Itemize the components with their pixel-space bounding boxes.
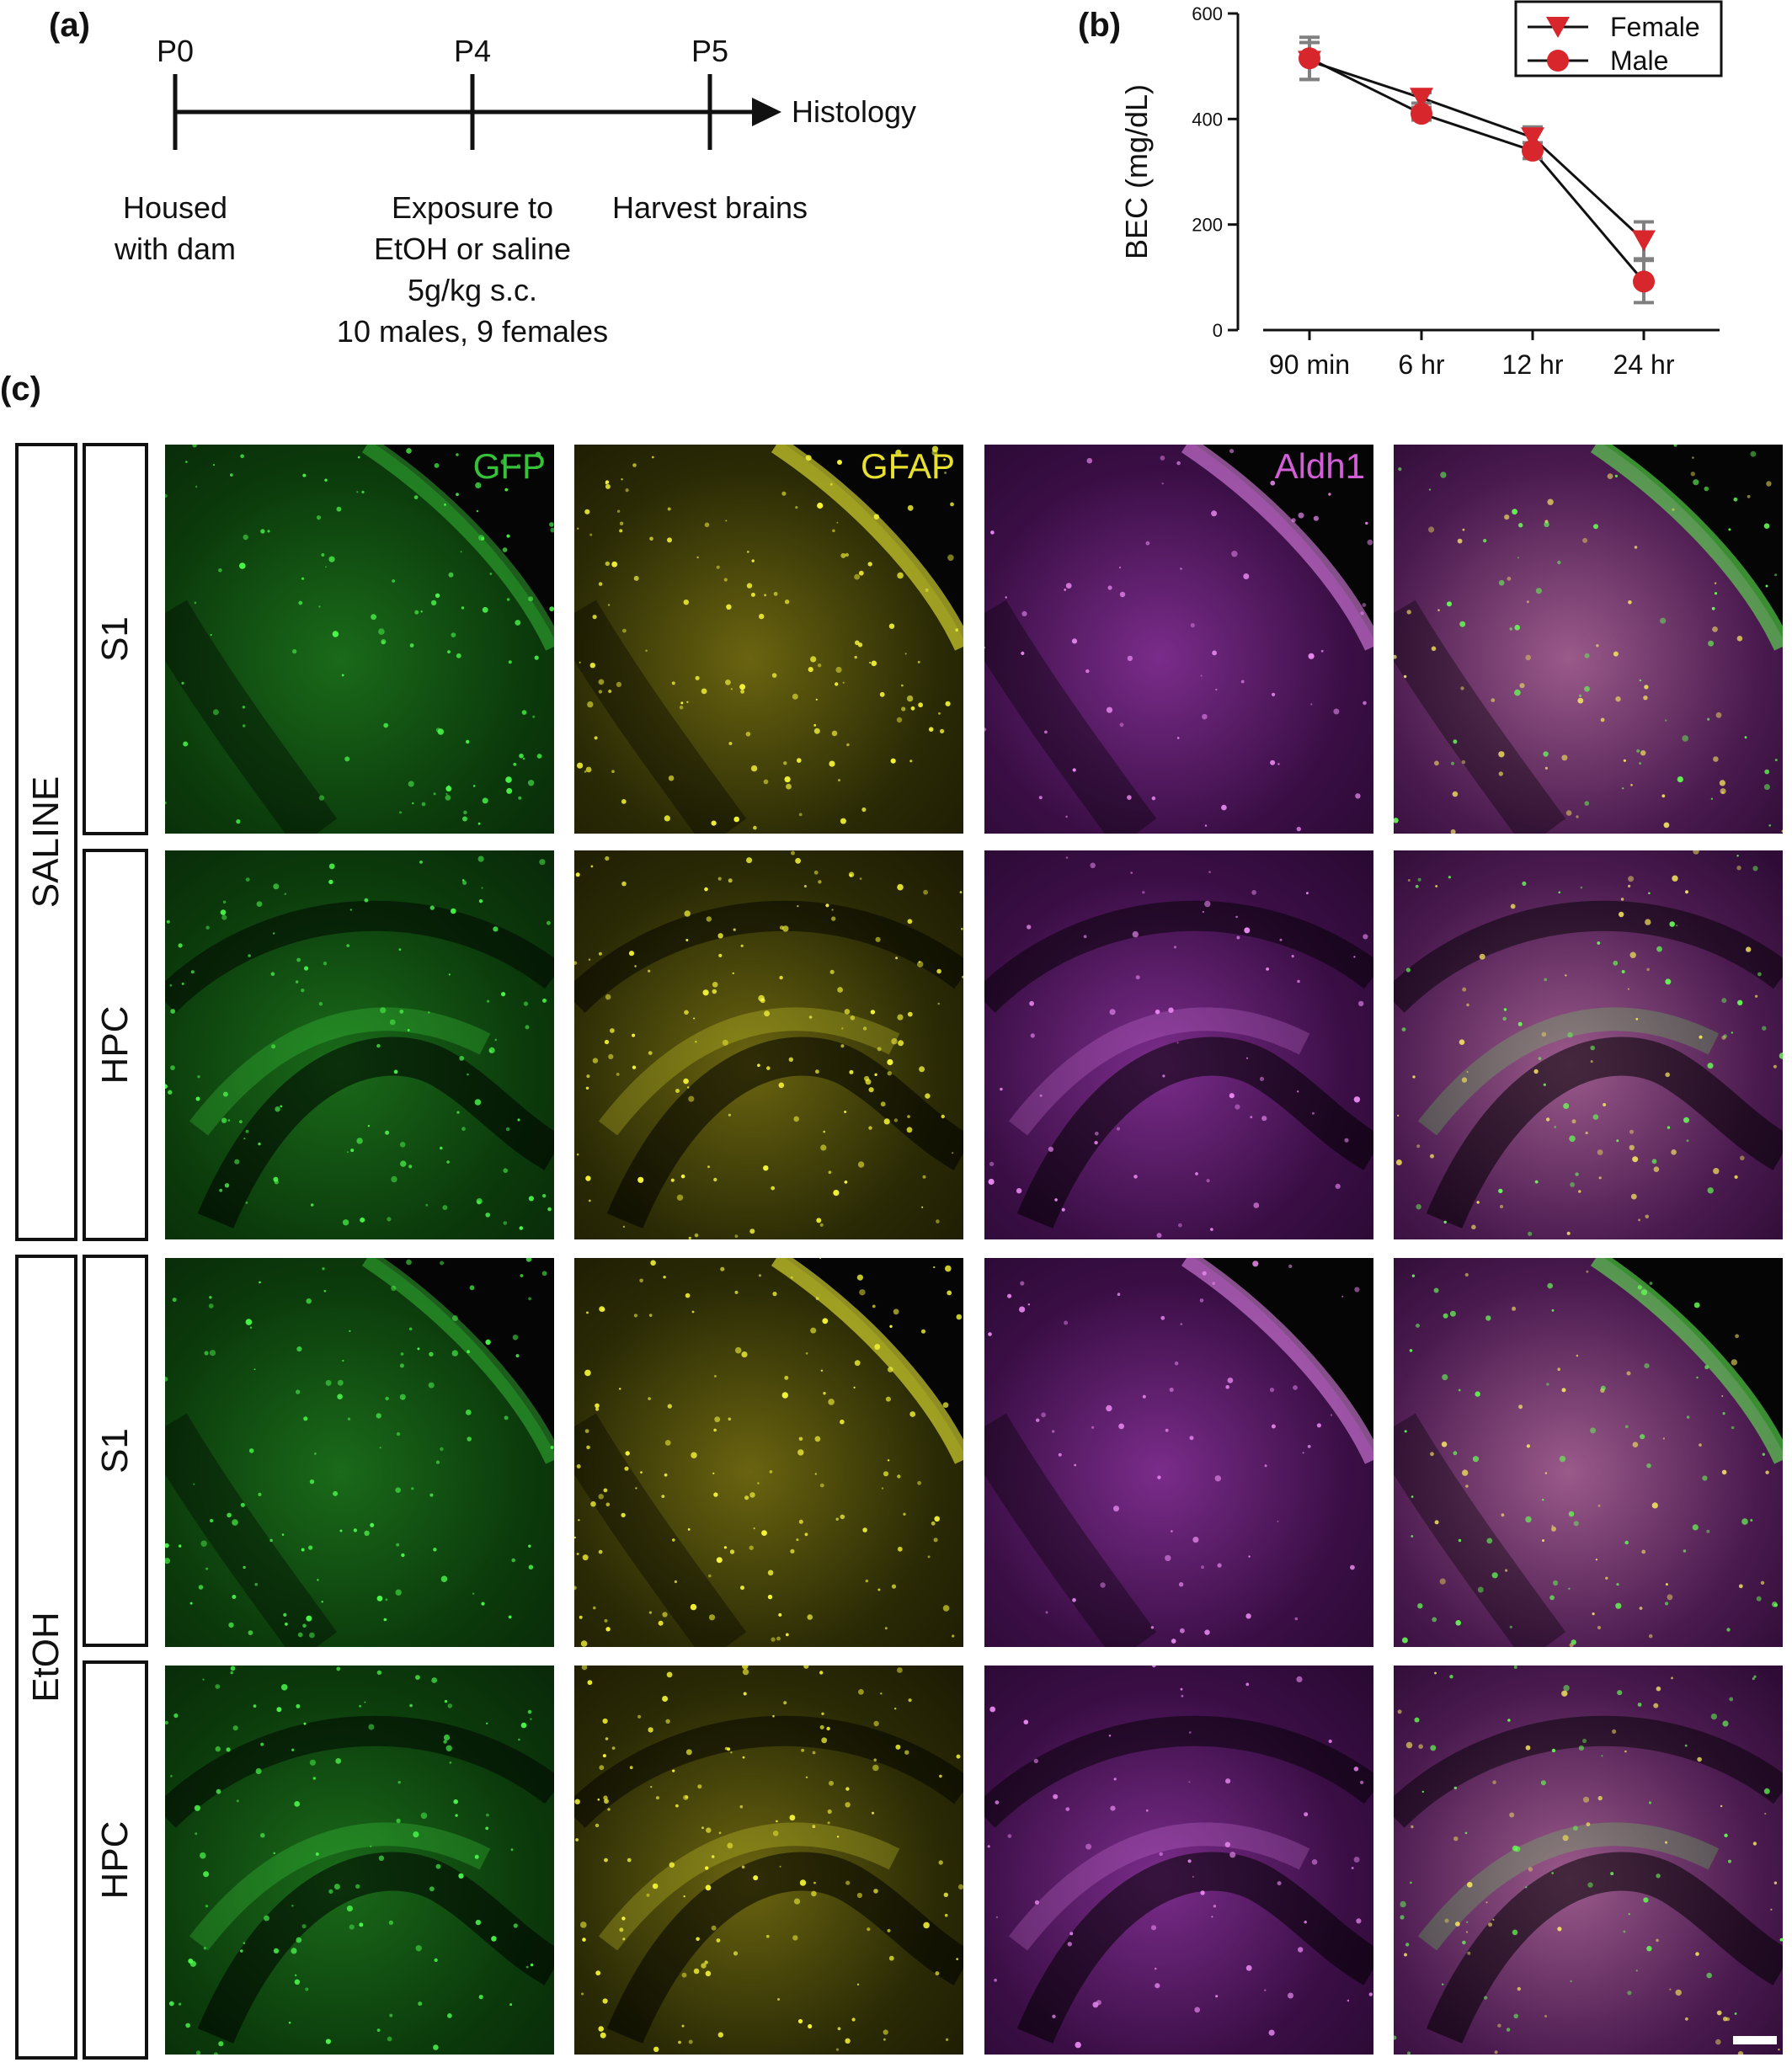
- legend-marker: [1547, 50, 1569, 72]
- bec-chart: 0 200 400 600 90 min 6 hr 12 hr 24 hr BEC (mg/dL…: [1119, 0, 1723, 380]
- desc-line: with dam: [114, 232, 237, 266]
- y-tick-label: 600: [1192, 3, 1223, 24]
- data-point-female: [1632, 230, 1656, 252]
- condition-label: EtOH: [25, 1612, 67, 1703]
- micrograph-tile: [165, 1666, 554, 2055]
- panel-label-c: (c): [0, 370, 41, 408]
- region-label: S1: [94, 616, 136, 662]
- micrograph-tile: [165, 850, 554, 1239]
- condition-label: SALINE: [25, 776, 67, 909]
- micrograph-tile: [984, 850, 1373, 1239]
- region-box: HPC: [83, 1660, 148, 2060]
- region-box: S1: [83, 443, 148, 835]
- data-point-male: [1633, 270, 1655, 293]
- desc-line: EtOH or saline: [373, 232, 572, 266]
- data-point-male: [1522, 139, 1544, 162]
- timeline-desc-p0: Housed with dam: [74, 187, 276, 269]
- micrograph-tile: [574, 1258, 963, 1647]
- region-label: S1: [94, 1428, 136, 1474]
- panel-label-b: (b): [1078, 7, 1122, 44]
- micrograph-tile: [984, 1666, 1373, 2055]
- data-point-male: [1411, 103, 1432, 125]
- x-tick-label: 24 hr: [1613, 349, 1675, 380]
- micrograph-tile: [574, 850, 963, 1239]
- channel-label: GFAP: [860, 446, 955, 486]
- scale-bar: [1733, 2036, 1777, 2044]
- micrograph-tile: [984, 1258, 1373, 1647]
- region-label: HPC: [94, 1005, 136, 1085]
- panel-label-a: (a): [49, 7, 90, 44]
- channel-label: Aldh1: [1274, 446, 1365, 486]
- legend-marker: [1546, 17, 1570, 38]
- timeline-point-label: P0: [156, 34, 195, 68]
- micrograph-tile: [1394, 445, 1783, 834]
- channel-label: GFP: [472, 446, 546, 486]
- region-box: HPC: [83, 849, 148, 1241]
- y-tick-label: 400: [1192, 109, 1223, 130]
- condition-box-etoh: EtOH: [15, 1255, 77, 2060]
- micrograph-tile: [1394, 1258, 1783, 1647]
- desc-line: Housed: [122, 190, 228, 225]
- desc-line: 10 males, 9 females: [336, 314, 609, 349]
- series-line-female: [1309, 59, 1645, 242]
- timeline-end-label: Histology: [792, 94, 917, 129]
- micrograph-tile: GFP: [165, 445, 554, 834]
- data-point-male: [1299, 47, 1320, 70]
- legend-label: Female: [1610, 12, 1700, 42]
- data-point-female: [1521, 127, 1544, 149]
- legend-label: Male: [1610, 45, 1668, 76]
- timeline-diagram: [173, 74, 781, 150]
- micrograph-tile: [165, 1258, 554, 1647]
- desc-line: Exposure to: [391, 190, 554, 225]
- micrograph-tile: Aldh1: [984, 445, 1373, 834]
- y-axis-label: BEC (mg/dL): [1119, 84, 1154, 259]
- micrograph-tile: [1394, 1666, 1783, 2055]
- region-label: HPC: [94, 1820, 136, 1900]
- timeline-desc-p4: Exposure to EtOH or saline 5g/kg s.c. 10…: [321, 187, 624, 352]
- micrograph-tile: GFAP: [574, 445, 963, 834]
- timeline-point-label: P4: [453, 34, 492, 68]
- data-point-female: [1410, 88, 1433, 109]
- x-tick-label: 6 hr: [1398, 349, 1444, 380]
- timeline-desc-p5: Harvest brains: [584, 187, 836, 228]
- micrograph-tile: [1394, 850, 1783, 1239]
- timeline-point-label: P5: [691, 34, 729, 68]
- timeline-arrowhead: [752, 98, 781, 126]
- x-tick-label: 12 hr: [1502, 349, 1564, 380]
- desc-line: 5g/kg s.c.: [407, 273, 538, 307]
- series-line-male: [1309, 56, 1645, 283]
- condition-box-saline: SALINE: [15, 443, 77, 1241]
- y-tick-label: 200: [1192, 215, 1223, 236]
- y-tick-label: 0: [1213, 320, 1223, 341]
- region-box: S1: [83, 1255, 148, 1647]
- desc-line: Harvest brains: [611, 190, 808, 225]
- micrograph-tile: [574, 1666, 963, 2055]
- x-tick-label: 90 min: [1269, 349, 1350, 380]
